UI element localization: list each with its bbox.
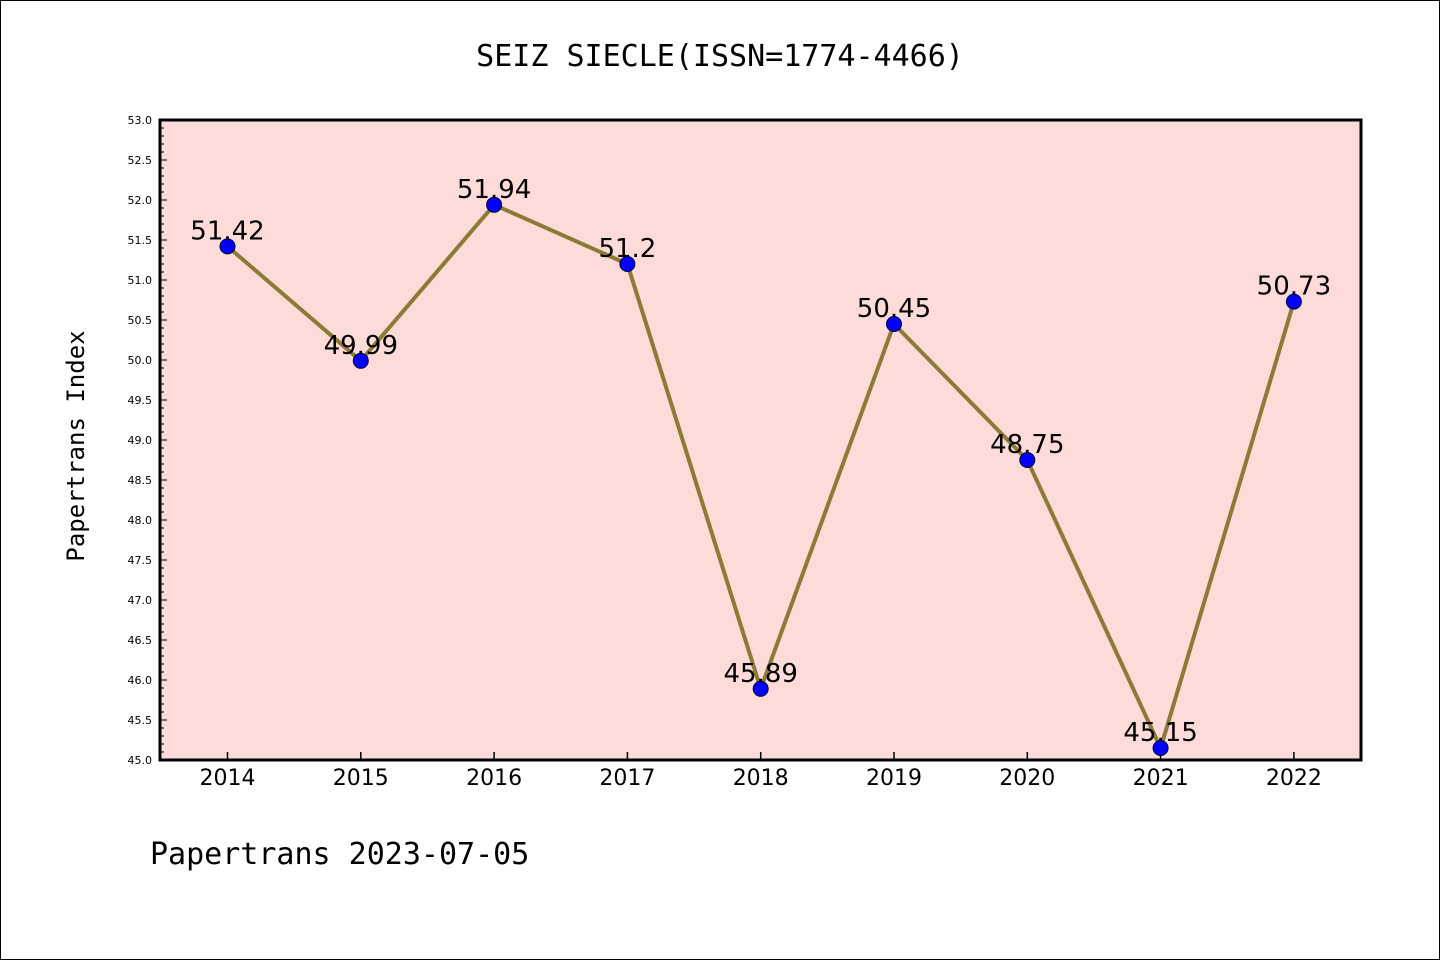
data-point — [752, 680, 769, 697]
data-point — [1285, 293, 1302, 310]
x-tick-label: 2015 — [333, 766, 389, 791]
x-tick-label: 2014 — [200, 766, 256, 791]
data-label: 51.2 — [598, 234, 656, 264]
data-label: 51.94 — [457, 175, 531, 205]
data-label: 48.75 — [990, 430, 1064, 460]
data-labels: 51.42 49.99 51.94 51.2 45.89 50.45 48.75 45.15 5… — [190, 175, 1331, 748]
y-tick-label: 45.5 — [128, 714, 153, 727]
x-tick-label: 2020 — [999, 766, 1055, 791]
x-tick-label: 2018 — [733, 766, 789, 791]
y-tick-label: 50.5 — [128, 314, 153, 327]
x-tick-label: 2019 — [866, 766, 922, 791]
y-tick-label: 48.0 — [128, 514, 153, 527]
y-tick-label: 47.0 — [128, 594, 153, 607]
y-tick-label: 50.0 — [128, 354, 153, 367]
data-label: 50.45 — [857, 294, 931, 324]
y-tick-label: 49.5 — [128, 394, 153, 407]
plot-border — [158, 118, 1363, 762]
data-point — [619, 256, 636, 272]
data-point — [1152, 740, 1169, 756]
y-tick-label: 47.5 — [128, 554, 153, 567]
x-axis-ticks: 2014 2015 2016 2017 2018 2019 2020 2021 2022 — [200, 752, 1322, 791]
y-tick-label: 45.0 — [128, 754, 153, 767]
y-tick-label: 52.5 — [128, 154, 153, 167]
x-tick-label: 2021 — [1133, 766, 1189, 791]
y-tick-label: 53.0 — [128, 114, 153, 127]
plot-area — [160, 120, 1361, 760]
y-tick-label: 48.5 — [128, 474, 153, 487]
data-label: 45.15 — [1123, 718, 1197, 748]
x-tick-label: 2017 — [599, 766, 655, 791]
y-tick-label: 51.0 — [128, 274, 153, 287]
x-tick-label: 2016 — [466, 766, 522, 791]
chart-title: SEIZ SIECLE(ISSN=1774-4466) — [476, 39, 964, 74]
footer-text: Papertrans 2023-07-05 — [150, 837, 529, 872]
x-tick-label: 2022 — [1266, 766, 1322, 791]
data-label: 50.73 — [1257, 272, 1331, 302]
y-tick-label: 46.0 — [128, 674, 153, 687]
data-point — [352, 352, 369, 369]
y-tick-label: 49.0 — [128, 434, 153, 447]
data-point — [486, 196, 503, 213]
data-point — [1019, 452, 1036, 468]
y-axis-label: Papertrans Index — [62, 330, 90, 561]
y-tick-label: 51.5 — [128, 234, 153, 247]
data-label: 45.89 — [723, 659, 797, 689]
data-label: 49.99 — [324, 331, 398, 361]
data-markers — [219, 196, 1302, 756]
data-point — [219, 238, 236, 255]
y-tick-label: 52.0 — [128, 194, 153, 207]
data-label: 51.42 — [190, 216, 264, 246]
data-point — [886, 316, 902, 332]
y-tick-label: 46.5 — [128, 634, 153, 647]
